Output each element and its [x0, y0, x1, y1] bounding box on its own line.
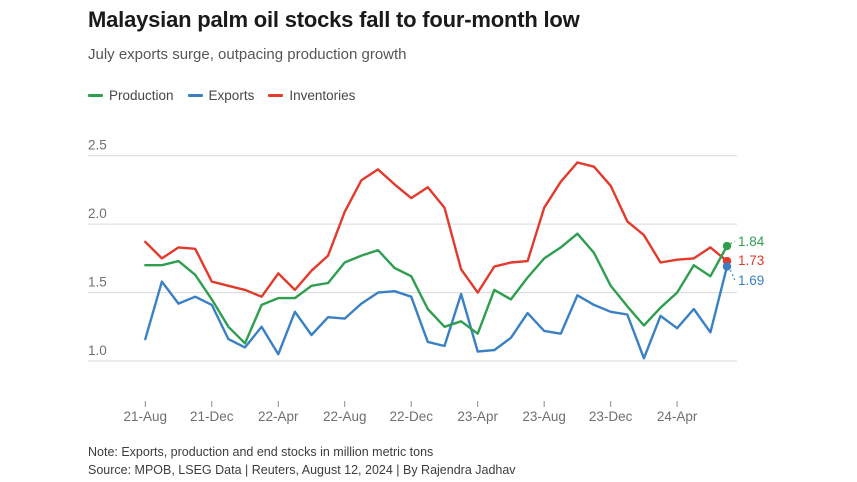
exports-swatch-icon — [187, 94, 203, 97]
series-exports-end-dot — [722, 262, 732, 271]
series-exports-line — [144, 265, 729, 360]
chart-source: Source: MPOB, LSEG Data | Reuters, Augus… — [88, 463, 516, 477]
y-axis-label-1.0: 1.0 — [88, 343, 107, 358]
y-axis-label-2.0: 2.0 — [88, 206, 107, 221]
x-axis-label-22-Dec: 22-Dec — [389, 409, 433, 424]
legend-item-inventories: Inventories — [268, 88, 355, 103]
legend: Production Exports Inventories — [88, 88, 355, 103]
x-axis-label-22-Aug: 22-Aug — [323, 409, 367, 424]
chart-title: Malaysian palm oil stocks fall to four-m… — [88, 7, 580, 32]
y-axis-label-2.5: 2.5 — [88, 138, 107, 153]
legend-item-production: Production — [88, 88, 174, 103]
end-value-label-exports: 1.69 — [738, 273, 764, 288]
chart-note: Note: Exports, production and end stocks… — [88, 445, 434, 459]
end-value-label-inventories: 1.73 — [738, 253, 764, 268]
chart-subtitle: July exports surge, outpacing production… — [88, 46, 407, 63]
legend-item-exports: Exports — [187, 88, 255, 103]
x-axis-label-23-Apr: 23-Apr — [457, 409, 498, 424]
series-inventories-line — [144, 161, 729, 298]
x-axis-label-23-Aug: 23-Aug — [522, 409, 566, 424]
end-value-label-production: 1.84 — [738, 234, 765, 249]
x-axis-label-24-Apr: 24-Apr — [657, 409, 698, 424]
series-production-end-dot — [722, 241, 732, 251]
production-swatch-icon — [88, 94, 103, 97]
end-label-leader-production — [730, 240, 736, 245]
x-axis-label-21-Dec: 21-Dec — [190, 409, 234, 424]
legend-label-production: Production — [109, 88, 174, 103]
x-axis-label-22-Apr: 22-Apr — [258, 409, 299, 424]
x-axis-label-23-Dec: 23-Dec — [589, 409, 633, 424]
x-axis-label-21-Aug: 21-Aug — [124, 409, 168, 424]
legend-label-exports: Exports — [208, 88, 255, 103]
series-production-line — [144, 232, 729, 345]
y-axis-label-1.5: 1.5 — [88, 275, 107, 290]
end-label-leader-exports — [729, 269, 736, 281]
legend-label-inventories: Inventories — [289, 88, 356, 103]
inventories-swatch-icon — [268, 94, 284, 97]
